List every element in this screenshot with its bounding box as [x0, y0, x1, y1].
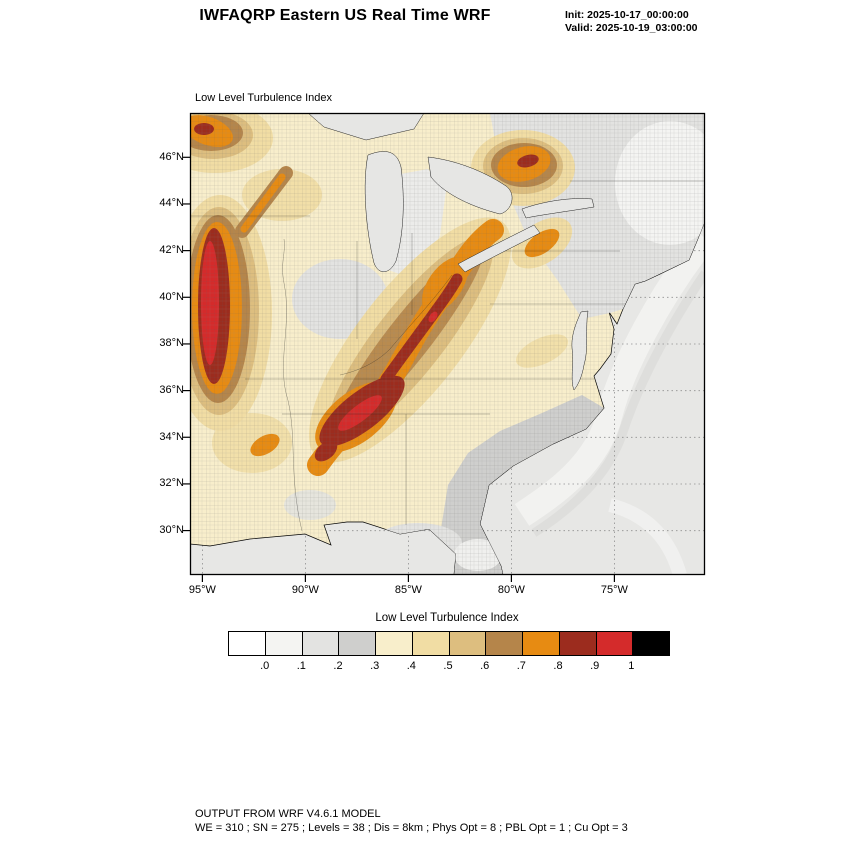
colorbar-cell [375, 632, 412, 655]
lon-tick-label: 80°W [497, 584, 525, 596]
lake-michigan [364, 151, 404, 272]
init-time: Init: 2025-10-17_00:00:00 [565, 9, 689, 21]
lake-erie [457, 224, 541, 273]
colorbar-tick-label: .1 [296, 660, 306, 672]
figure-title: IWFAQRP Eastern US Real Time WRF [199, 7, 491, 24]
colorbar-cell [338, 632, 375, 655]
footer-line2: WE = 310 ; SN = 275 ; Levels = 38 ; Dis … [195, 821, 628, 834]
lat-tick-label: 42°N [159, 244, 184, 257]
lon-tick-label: 85°W [394, 584, 422, 596]
colorbar-tick-label: .5 [443, 660, 453, 672]
lon-tick-label: 75°W [600, 584, 628, 596]
map-area [183, 112, 706, 582]
turbulence-map [183, 112, 706, 582]
state-borders [190, 180, 705, 532]
lat-tick-label: 46°N [159, 150, 184, 163]
chesapeake-bay [571, 310, 589, 391]
colorbar-cell [229, 632, 265, 655]
colorbar-cell [264, 632, 302, 655]
colorbar-tick-label: .0 [260, 660, 270, 672]
lon-tick-label: 90°W [291, 584, 319, 596]
colorbar-cell [301, 632, 339, 655]
colorbar-cell [448, 632, 486, 655]
lat-tick-label: 44°N [159, 197, 184, 210]
colorbar-cell [595, 632, 633, 655]
colorbar-tick-label: 1 [628, 660, 635, 672]
colorbar-tick-label: .8 [553, 660, 563, 672]
footer-line1: OUTPUT FROM WRF V4.6.1 MODEL [195, 808, 381, 820]
great-lakes [307, 113, 595, 391]
colorbar-tick-label: .7 [516, 660, 526, 672]
colorbar [228, 631, 670, 656]
footer: OUTPUT FROM WRF V4.6.1 MODEL WE = 310 ; … [195, 808, 628, 835]
field-label: Low Level Turbulence Index [195, 92, 332, 104]
lat-tick-label: 34°N [159, 430, 184, 443]
colorbar-tick-label: .9 [590, 660, 600, 672]
lat-tick-label: 36°N [159, 384, 184, 397]
colorbar-tick-label: .6 [480, 660, 490, 672]
lat-tick-label: 38°N [159, 337, 184, 350]
colorbar-cell [632, 632, 669, 655]
lat-tick-label: 40°N [159, 290, 184, 303]
lon-tick-label: 95°W [188, 584, 216, 596]
colorbar-cell [485, 632, 522, 655]
colorbar-tick-label: .2 [333, 660, 343, 672]
map-frame [189, 112, 706, 576]
colorbar-cell [522, 632, 559, 655]
valid-time: Valid: 2025-10-19_03:00:00 [565, 22, 698, 34]
colorbar-cell [411, 632, 449, 655]
lake-ontario [521, 198, 595, 219]
colorbar-title: Low Level Turbulence Index [375, 612, 519, 624]
colorbar-tick-label: .3 [370, 660, 380, 672]
lake-huron [427, 156, 513, 215]
colorbar-tick-label: .4 [406, 660, 416, 672]
axis-ticks [183, 156, 615, 582]
lat-tick-label: 30°N [159, 524, 184, 537]
lat-tick-label: 32°N [159, 477, 184, 490]
lake-superior [307, 113, 425, 141]
colorbar-cell [558, 632, 596, 655]
run-info: Init: 2025-10-17_00:00:00 Valid: 2025-10… [565, 9, 698, 35]
